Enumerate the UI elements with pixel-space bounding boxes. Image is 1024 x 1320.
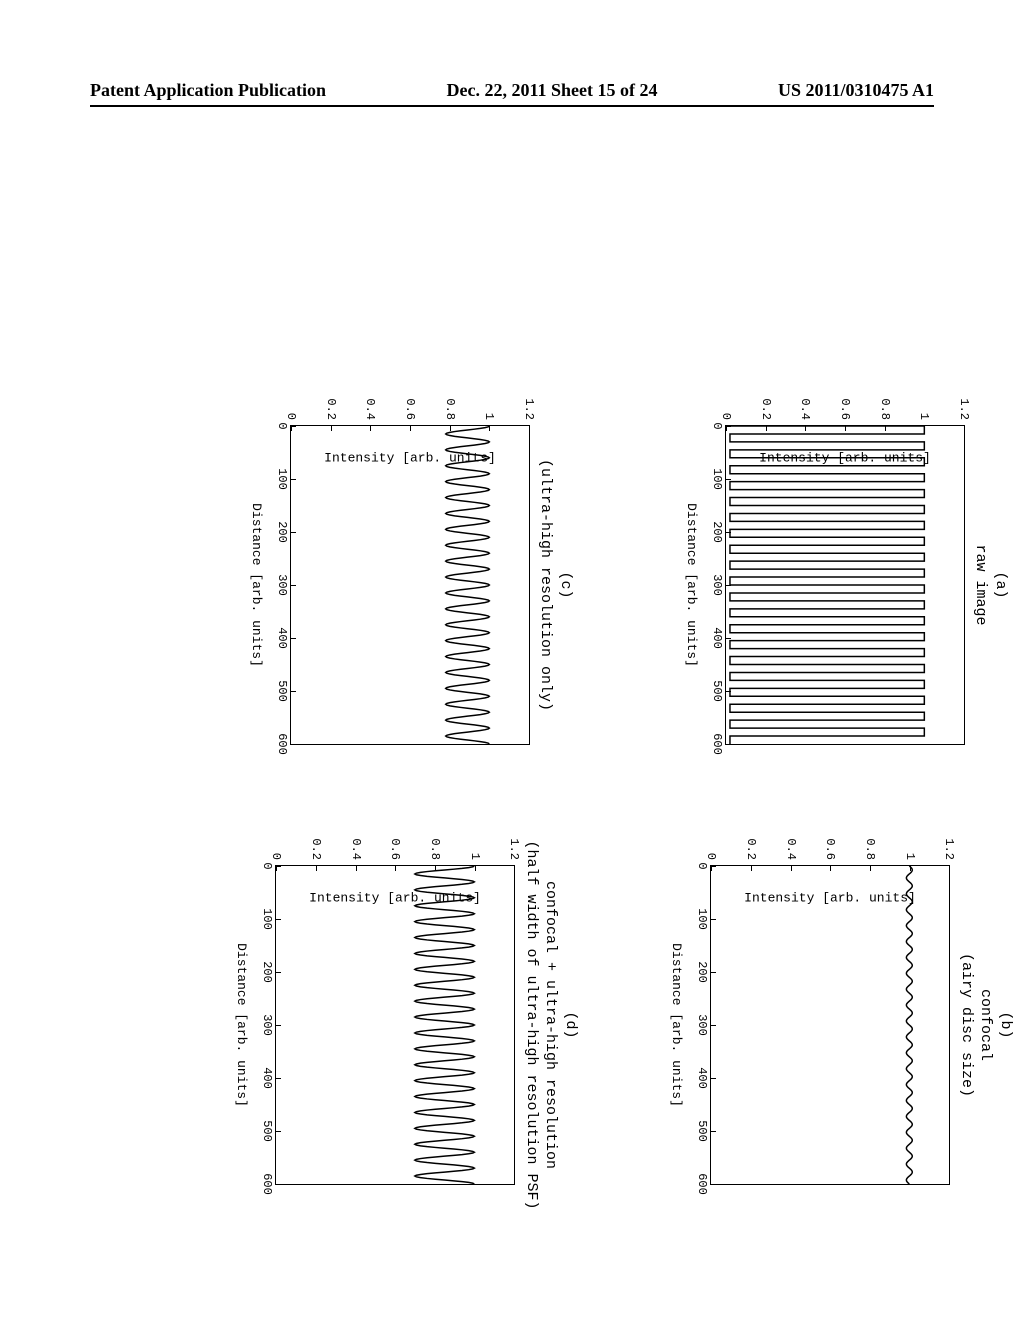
plot-line-c [291,426,529,744]
x-ticks: 0100200300400500600 [706,426,724,744]
x-tick-label: 100 [696,908,710,930]
y-tick-label: 1.2 [943,838,957,860]
y-tick-label: 0.6 [389,838,403,860]
header-center: Dec. 22, 2011 Sheet 15 of 24 [447,80,658,101]
x-tick-label: 0 [261,862,275,869]
y-tick-label: 1.2 [522,398,536,420]
x-tick-label: 200 [710,521,724,543]
x-axis-label: Distance [arb. units] [249,503,264,667]
page-header: Patent Application Publication Dec. 22, … [0,80,1024,101]
panel-c: (c)(ultra-high resolution only)Intensity… [195,395,580,775]
header-rule [90,105,934,107]
y-tick-label: 0.8 [863,838,877,860]
y-tick-label: 0 [270,853,284,860]
x-tick-label: 600 [710,733,724,755]
x-tick-label: 100 [710,468,724,490]
x-tick-label: 100 [275,468,289,490]
y-tick-label: 0.4 [363,398,377,420]
panel-title-a: (a)raw image [971,544,1015,625]
header-right: US 2011/0310475 A1 [778,80,934,101]
plot-box-d: Intensity [arb. units]Distance [arb. uni… [276,865,516,1185]
y-tick-label: 0.6 [403,398,417,420]
x-tick-label: 300 [261,1014,275,1036]
panel-title-d: (d)confocal + ultra-high resolution(half… [522,840,581,1209]
x-tick-label: 300 [710,574,724,596]
y-tick-label: 0 [705,853,719,860]
panel-a: (a)raw imageIntensity [arb. units]Distan… [630,395,1015,775]
x-tick-label: 300 [275,574,289,596]
y-tick-label: 0.2 [309,838,323,860]
y-tick-label: 0.2 [324,398,338,420]
y-ticks: 00.20.40.60.811.2 [726,394,964,424]
y-tick-label: 0.2 [744,838,758,860]
x-tick-label: 400 [696,1067,710,1089]
y-tick-label: 0 [719,413,733,420]
x-axis-label: Distance [arb. units] [235,943,250,1107]
plot-box-b: Intensity [arb. units]Distance [arb. uni… [711,865,951,1185]
y-tick-label: 0.2 [759,398,773,420]
y-tick-label: 0.4 [798,398,812,420]
y-ticks: 00.20.40.60.811.2 [277,834,515,864]
x-tick-label: 200 [275,521,289,543]
y-tick-label: 1.2 [957,398,971,420]
panel-title-c: (c)(ultra-high resolution only) [536,459,580,711]
y-tick-label: 0 [284,413,298,420]
header-left: Patent Application Publication [90,80,326,101]
y-tick-label: 0.4 [349,838,363,860]
y-tick-label: 0.8 [878,398,892,420]
y-tick-label: 1 [482,413,496,420]
x-ticks: 0100200300400500600 [271,426,289,744]
plot-line-a [726,426,964,744]
figure-16: FIG. 16 (a)raw imageIntensity [arb. unit… [0,275,1024,1145]
y-ticks: 00.20.40.60.811.2 [291,394,529,424]
x-ticks: 0100200300400500600 [257,866,275,1184]
x-tick-label: 400 [275,627,289,649]
plot-box-c: Intensity [arb. units]Distance [arb. uni… [290,425,530,745]
x-tick-label: 200 [261,961,275,983]
panel-d: (d)confocal + ultra-high resolution(half… [195,835,580,1215]
x-tick-label: 500 [710,680,724,702]
x-tick-label: 400 [261,1067,275,1089]
plot-line-b [712,866,950,1184]
x-axis-label: Distance [arb. units] [684,503,699,667]
panel-title-b: (b)confocal(airy disc size) [957,953,1016,1097]
x-tick-label: 400 [710,627,724,649]
y-tick-label: 0.8 [428,838,442,860]
y-tick-label: 1.2 [508,838,522,860]
y-tick-label: 1 [917,413,931,420]
x-tick-label: 500 [696,1120,710,1142]
y-tick-label: 1 [468,853,482,860]
y-tick-label: 0.4 [784,838,798,860]
x-tick-label: 600 [696,1173,710,1195]
x-tick-label: 500 [275,680,289,702]
y-tick-label: 0.8 [443,398,457,420]
panel-grid: (a)raw imageIntensity [arb. units]Distan… [195,395,1015,1215]
x-axis-label: Distance [arb. units] [670,943,685,1107]
x-tick-label: 0 [696,862,710,869]
x-tick-label: 100 [261,908,275,930]
x-tick-label: 300 [696,1014,710,1036]
y-tick-label: 0.6 [838,398,852,420]
plot-box-a: Intensity [arb. units]Distance [arb. uni… [725,425,965,745]
x-tick-label: 500 [261,1120,275,1142]
x-ticks: 0100200300400500600 [692,866,710,1184]
x-tick-label: 0 [275,422,289,429]
y-ticks: 00.20.40.60.811.2 [712,834,950,864]
x-tick-label: 200 [696,961,710,983]
panel-b: (b)confocal(airy disc size)Intensity [ar… [630,835,1015,1215]
plot-line-d [277,866,515,1184]
y-tick-label: 1 [903,853,917,860]
x-tick-label: 600 [261,1173,275,1195]
x-tick-label: 0 [710,422,724,429]
x-tick-label: 600 [275,733,289,755]
y-tick-label: 0.6 [824,838,838,860]
